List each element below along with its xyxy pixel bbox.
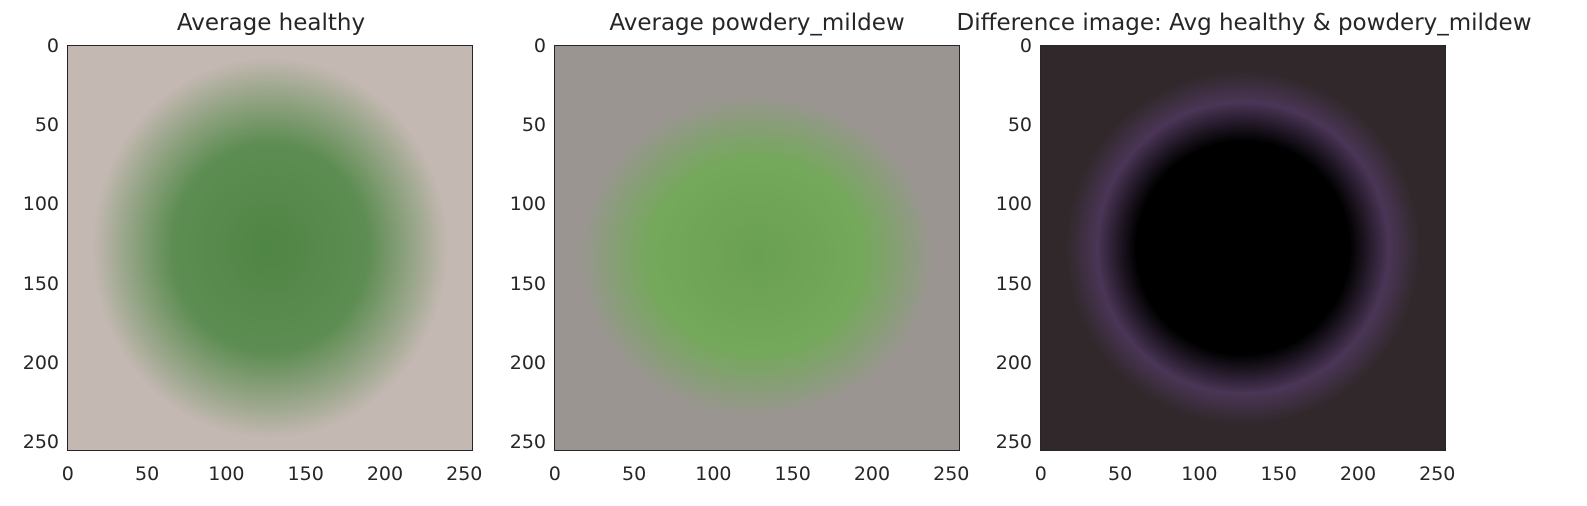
x-tick-label: 100 (695, 463, 732, 485)
panel-title-difference: Difference image: Avg healthy & powdery_… (956, 10, 1532, 36)
y-tick-label: 200 (22, 351, 59, 374)
x-tick-label: 150 (287, 463, 324, 485)
x-tick-label: 50 (1107, 463, 1133, 485)
image-axes-powdery-mildew (554, 45, 960, 451)
average-powdery-mildew-image (555, 46, 959, 450)
x-tick-label: 0 (61, 463, 74, 485)
x-tick-label: 50 (134, 463, 160, 485)
y-tick-label: 50 (1007, 114, 1032, 137)
y-tick-label: 150 (22, 272, 59, 295)
y-tick-label: 100 (995, 193, 1032, 216)
difference-image (1041, 46, 1445, 450)
x-tick-label: 250 (446, 463, 483, 485)
x-tick-label: 150 (1260, 463, 1297, 485)
x-tick-label: 100 (1181, 463, 1218, 485)
x-tick-label: 0 (1034, 463, 1047, 485)
y-tick-label: 250 (22, 431, 59, 454)
x-tick-label: 250 (1419, 463, 1456, 485)
y-tick-label: 0 (533, 34, 546, 57)
x-tick-label: 100 (208, 463, 245, 485)
y-tick-label: 100 (22, 193, 59, 216)
x-tick-label: 50 (621, 463, 647, 485)
x-tick-label: 200 (1339, 463, 1377, 485)
average-healthy-image (68, 46, 472, 450)
panel-title-powdery-mildew: Average powdery_mildew (609, 10, 905, 36)
y-tick-label: 150 (509, 272, 546, 295)
y-tick-label: 50 (34, 114, 59, 137)
y-tick-label: 0 (46, 34, 59, 57)
x-tick-label: 200 (853, 463, 891, 485)
y-tick-label: 200 (995, 351, 1032, 374)
image-axes-difference (1040, 45, 1446, 451)
image-axes-healthy (67, 45, 473, 451)
x-tick-label: 0 (548, 463, 561, 485)
y-tick-label: 200 (509, 351, 546, 374)
y-tick-label: 100 (509, 193, 546, 216)
y-tick-label: 250 (995, 431, 1032, 454)
y-tick-label: 50 (521, 114, 546, 137)
y-tick-label: 150 (995, 272, 1032, 295)
panel-title-healthy: Average healthy (176, 10, 366, 36)
y-tick-label: 0 (1019, 34, 1032, 57)
y-tick-label: 250 (509, 431, 546, 454)
x-tick-label: 200 (366, 463, 404, 485)
x-tick-label: 250 (933, 463, 970, 485)
x-tick-label: 150 (774, 463, 811, 485)
